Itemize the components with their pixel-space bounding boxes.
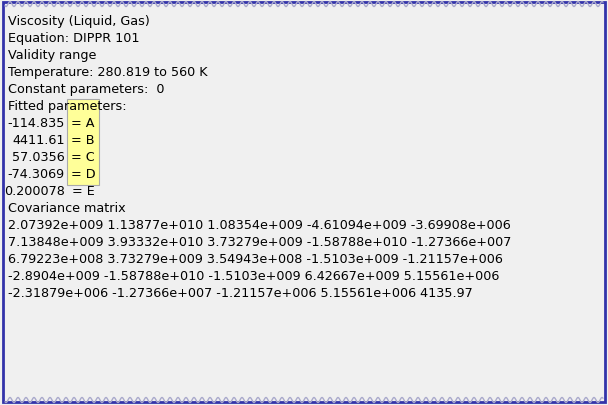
Text: 7.13848e+009 3.93332e+010 3.73279e+009 -1.58788e+010 -1.27366e+007: 7.13848e+009 3.93332e+010 3.73279e+009 -…	[8, 235, 511, 248]
Bar	[67, 100, 99, 185]
Text: = D: = D	[71, 168, 95, 181]
Text: -2.31879e+006 -1.27366e+007 -1.21157e+006 5.15561e+006 4135.97: -2.31879e+006 -1.27366e+007 -1.21157e+00…	[8, 286, 473, 299]
Text: 2.07392e+009 1.13877e+010 1.08354e+009 -4.61094e+009 -3.69908e+006: 2.07392e+009 1.13877e+010 1.08354e+009 -…	[8, 218, 511, 231]
Text: 4411.61: 4411.61	[13, 134, 65, 147]
Text: = B: = B	[71, 134, 95, 147]
Text: = A: = A	[71, 117, 95, 130]
Text: = E: = E	[72, 185, 94, 198]
Text: = C: = C	[71, 151, 95, 164]
Text: 0.200078: 0.200078	[4, 185, 65, 198]
Text: Covariance matrix: Covariance matrix	[8, 202, 126, 215]
Text: Constant parameters:  0: Constant parameters: 0	[8, 83, 165, 96]
Text: -74.3069: -74.3069	[8, 168, 65, 181]
Text: Viscosity (Liquid, Gas): Viscosity (Liquid, Gas)	[8, 15, 150, 28]
Text: -2.8904e+009 -1.58788e+010 -1.5103e+009 6.42667e+009 5.15561e+006: -2.8904e+009 -1.58788e+010 -1.5103e+009 …	[8, 269, 499, 282]
Text: Validity range: Validity range	[8, 49, 97, 62]
Text: 57.0356: 57.0356	[12, 151, 65, 164]
Text: -114.835: -114.835	[8, 117, 65, 130]
Text: 6.79223e+008 3.73279e+009 3.54943e+008 -1.5103e+009 -1.21157e+006: 6.79223e+008 3.73279e+009 3.54943e+008 -…	[8, 252, 503, 265]
Text: Temperature: 280.819 to 560 K: Temperature: 280.819 to 560 K	[8, 66, 207, 79]
Text: Fitted parameters:: Fitted parameters:	[8, 100, 126, 113]
Text: Equation: DIPPR 101: Equation: DIPPR 101	[8, 32, 139, 45]
